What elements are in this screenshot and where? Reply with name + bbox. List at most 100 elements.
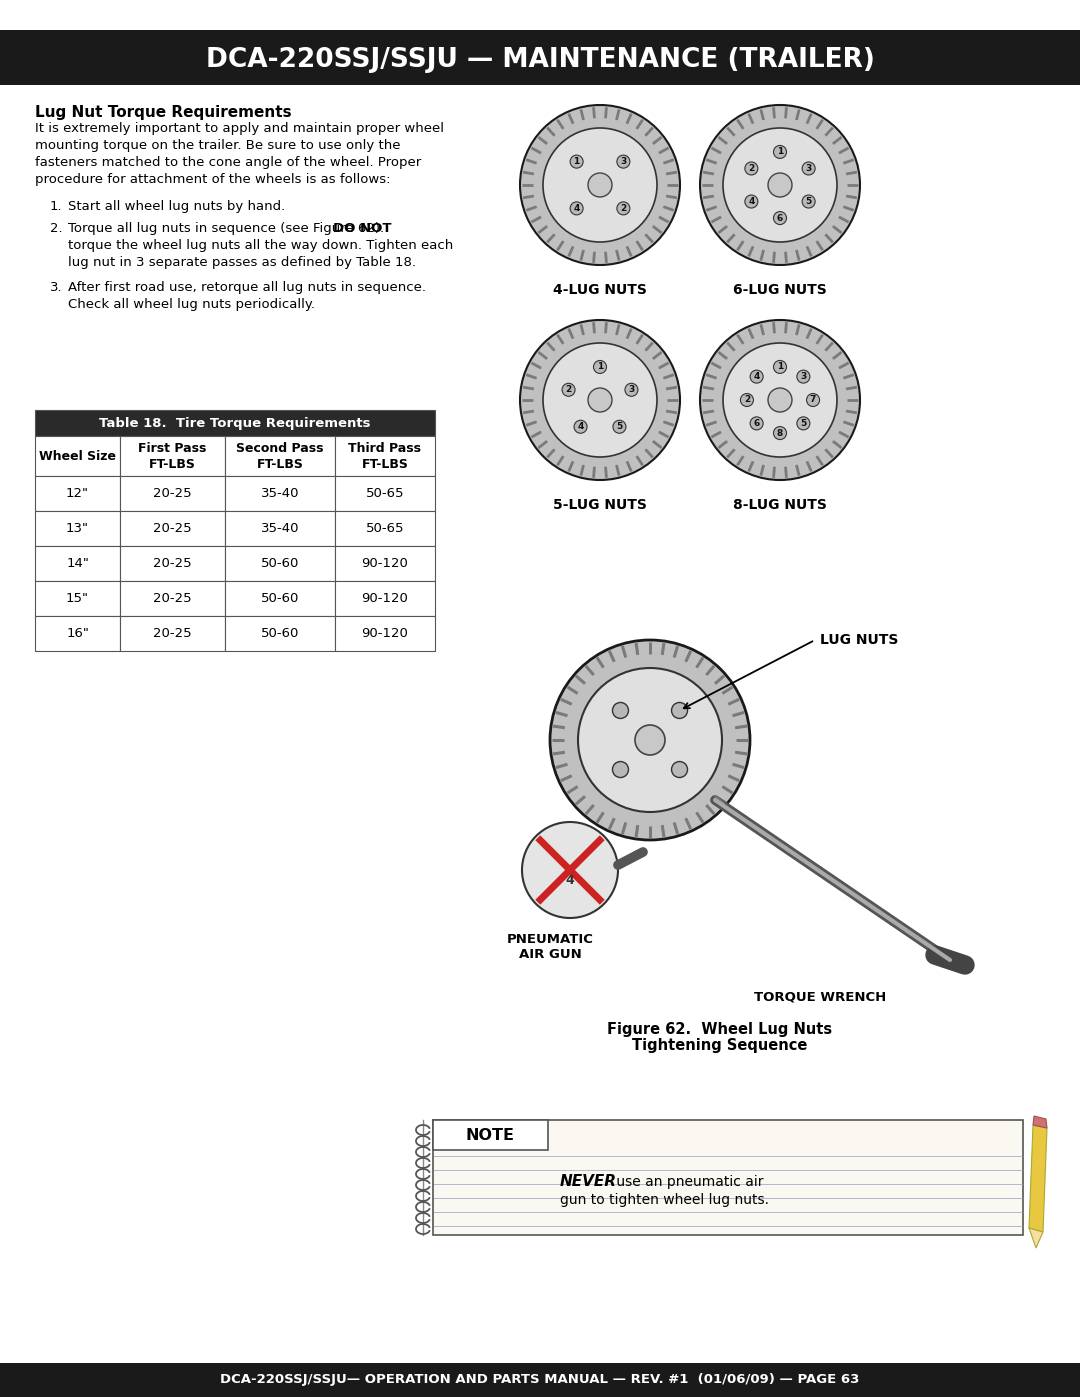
Circle shape <box>635 725 665 754</box>
Text: 1: 1 <box>573 156 580 166</box>
Circle shape <box>588 173 612 197</box>
Text: 2.: 2. <box>50 222 63 235</box>
Circle shape <box>741 394 754 407</box>
Text: procedure for attachment of the wheels is as follows:: procedure for attachment of the wheels i… <box>35 173 391 186</box>
Circle shape <box>745 196 758 208</box>
Circle shape <box>802 162 815 175</box>
Circle shape <box>617 203 630 215</box>
Bar <box>35 546 120 581</box>
Text: Third Pass
FT-LBS: Third Pass FT-LBS <box>349 441 421 471</box>
Circle shape <box>745 162 758 175</box>
Text: 3: 3 <box>620 156 626 166</box>
Text: 90-120: 90-120 <box>362 557 408 570</box>
Text: 7: 7 <box>810 395 816 405</box>
Text: AIR GUN: AIR GUN <box>518 949 581 961</box>
Circle shape <box>773 145 786 158</box>
Text: NOTE: NOTE <box>465 1127 514 1143</box>
Text: DCA-220SSJ/SSJU— OPERATION AND PARTS MANUAL — REV. #1  (01/06/09) — PAGE 63: DCA-220SSJ/SSJU— OPERATION AND PARTS MAN… <box>220 1373 860 1386</box>
Circle shape <box>570 155 583 168</box>
Text: 20-25: 20-25 <box>153 557 192 570</box>
Text: Table 18.  Tire Torque Requirements: Table 18. Tire Torque Requirements <box>99 416 370 429</box>
Circle shape <box>612 761 629 778</box>
Circle shape <box>723 344 837 457</box>
Circle shape <box>751 370 764 383</box>
Circle shape <box>617 155 630 168</box>
Text: LUG NUTS: LUG NUTS <box>820 633 899 647</box>
Bar <box>225 581 335 616</box>
Text: Second Pass
FT-LBS: Second Pass FT-LBS <box>237 441 324 471</box>
Bar <box>335 436 435 476</box>
Text: Start all wheel lug nuts by hand.: Start all wheel lug nuts by hand. <box>68 200 285 212</box>
Text: DO NOT: DO NOT <box>333 222 391 235</box>
Text: Torque all lug nuts in sequence (see Figure 62).: Torque all lug nuts in sequence (see Fig… <box>68 222 393 235</box>
Bar <box>225 616 335 651</box>
Bar <box>35 616 120 651</box>
Bar <box>35 476 120 511</box>
Circle shape <box>773 360 786 373</box>
Text: 12": 12" <box>66 488 89 500</box>
Bar <box>35 409 435 436</box>
Text: 20-25: 20-25 <box>153 592 192 605</box>
Circle shape <box>550 640 750 840</box>
Text: torque the wheel lug nuts all the way down. Tighten each: torque the wheel lug nuts all the way do… <box>68 239 454 251</box>
Text: 90-120: 90-120 <box>362 592 408 605</box>
Text: 5-LUG NUTS: 5-LUG NUTS <box>553 497 647 511</box>
Text: Figure 62.  Wheel Lug Nuts: Figure 62. Wheel Lug Nuts <box>607 1023 833 1037</box>
Text: 4: 4 <box>578 422 584 432</box>
Text: NEVER: NEVER <box>561 1175 617 1189</box>
Text: 2: 2 <box>748 163 755 173</box>
Bar <box>35 436 120 476</box>
Text: 1.: 1. <box>50 200 63 212</box>
Bar <box>0 1363 1080 1397</box>
Text: use an pneumatic air: use an pneumatic air <box>612 1175 764 1189</box>
Text: Tightening Sequence: Tightening Sequence <box>632 1038 808 1053</box>
Text: fasteners matched to the cone angle of the wheel. Proper: fasteners matched to the cone angle of t… <box>35 156 421 169</box>
Text: 5: 5 <box>800 419 807 427</box>
Text: 50-65: 50-65 <box>366 488 404 500</box>
Circle shape <box>612 703 629 718</box>
Text: 35-40: 35-40 <box>260 522 299 535</box>
Text: 4-LUG NUTS: 4-LUG NUTS <box>553 284 647 298</box>
Polygon shape <box>1029 1228 1043 1248</box>
Text: 13": 13" <box>66 522 89 535</box>
Bar <box>335 581 435 616</box>
Text: Check all wheel lug nuts periodically.: Check all wheel lug nuts periodically. <box>68 298 315 312</box>
Circle shape <box>807 394 820 407</box>
Text: 4: 4 <box>754 372 760 381</box>
Circle shape <box>613 420 626 433</box>
Circle shape <box>700 320 860 481</box>
Bar <box>35 511 120 546</box>
Circle shape <box>802 196 815 208</box>
Bar <box>0 29 1080 85</box>
Circle shape <box>578 668 723 812</box>
Text: 8: 8 <box>777 429 783 437</box>
Text: gun to tighten wheel lug nuts.: gun to tighten wheel lug nuts. <box>561 1193 769 1207</box>
Text: 3: 3 <box>629 386 635 394</box>
Text: PNEUMATIC: PNEUMATIC <box>507 933 593 946</box>
Text: 20-25: 20-25 <box>153 522 192 535</box>
Text: 2: 2 <box>744 395 751 405</box>
Text: First Pass
FT-LBS: First Pass FT-LBS <box>138 441 206 471</box>
Bar <box>225 546 335 581</box>
Text: It is extremely important to apply and maintain proper wheel: It is extremely important to apply and m… <box>35 122 444 136</box>
Circle shape <box>768 388 792 412</box>
Circle shape <box>543 129 657 242</box>
Text: Lug Nut Torque Requirements: Lug Nut Torque Requirements <box>35 105 292 120</box>
Text: 50-60: 50-60 <box>260 627 299 640</box>
Bar <box>225 436 335 476</box>
Circle shape <box>751 416 764 430</box>
Bar <box>120 476 225 511</box>
Circle shape <box>543 344 657 457</box>
Text: 2: 2 <box>620 204 626 212</box>
Text: After first road use, retorque all lug nuts in sequence.: After first road use, retorque all lug n… <box>68 281 426 293</box>
Text: 90-120: 90-120 <box>362 627 408 640</box>
Circle shape <box>625 383 638 397</box>
Bar <box>225 511 335 546</box>
Text: lug nut in 3 separate passes as defined by Table 18.: lug nut in 3 separate passes as defined … <box>68 256 416 270</box>
Circle shape <box>594 360 607 373</box>
Text: 6: 6 <box>754 419 759 427</box>
Text: mounting torque on the trailer. Be sure to use only the: mounting torque on the trailer. Be sure … <box>35 138 401 152</box>
Text: 4: 4 <box>566 873 575 887</box>
Circle shape <box>723 129 837 242</box>
Bar <box>335 511 435 546</box>
